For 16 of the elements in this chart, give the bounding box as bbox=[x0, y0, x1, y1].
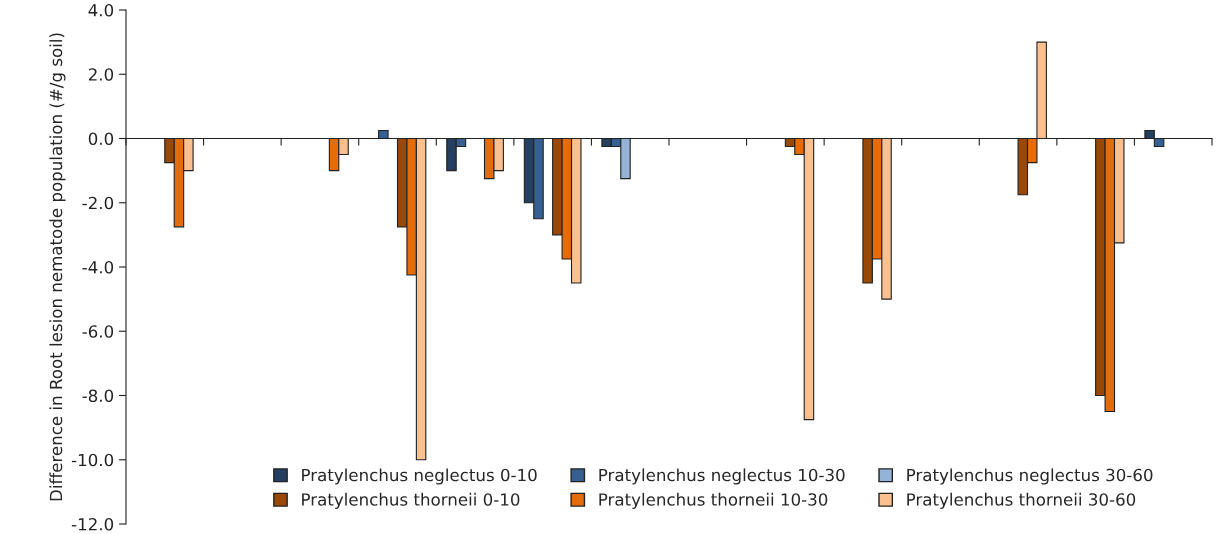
y-tick-label: -6.0 bbox=[82, 325, 114, 338]
legend-label: Pratylenchus thorneii 10-30 bbox=[599, 492, 828, 509]
legend-label: Pratylenchus neglectus 0-10 bbox=[302, 468, 537, 485]
y-tick-label: -4.0 bbox=[82, 260, 114, 274]
y-axis-title: Difference in Root lesion nematode population (#/g soil) bbox=[49, 33, 66, 501]
legend-label: Pratylenchus neglectus 30-60 bbox=[907, 468, 1153, 485]
legend-label: Pratylenchus thorneii 30-60 bbox=[907, 492, 1136, 509]
y-tick-label: 0.0 bbox=[88, 132, 114, 146]
y-tick-label: -2.0 bbox=[82, 196, 114, 210]
y-tick-label: -12.0 bbox=[71, 517, 114, 531]
y-tick-label: -10.0 bbox=[71, 453, 114, 467]
y-tick-label: 4.0 bbox=[88, 3, 114, 17]
legend-label: Pratylenchus neglectus 10-30 bbox=[599, 468, 845, 485]
y-tick-label: 2.0 bbox=[88, 68, 114, 81]
y-tick-label: -8.0 bbox=[82, 389, 114, 403]
legend-label: Pratylenchus thorneii 0-10 bbox=[302, 492, 520, 509]
